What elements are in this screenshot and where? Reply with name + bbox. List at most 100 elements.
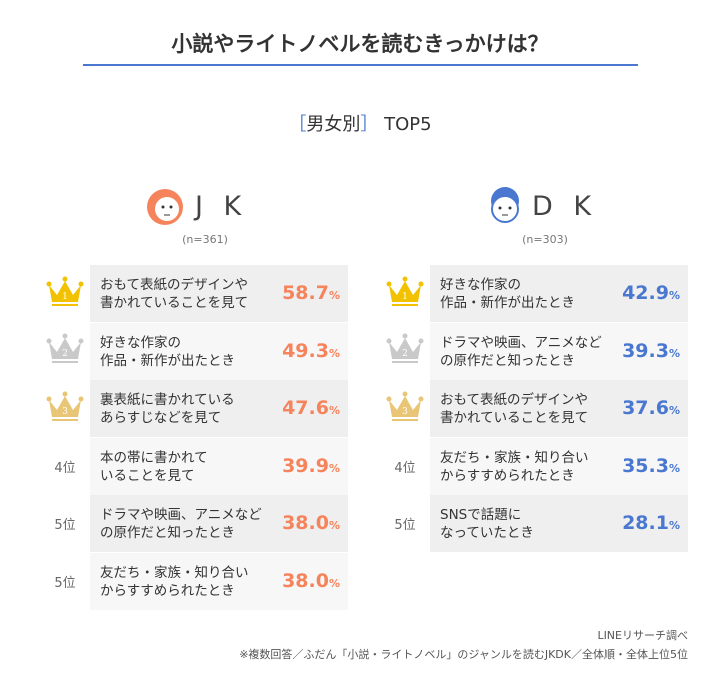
percent-unit: %: [668, 404, 680, 417]
ranking-cell: 裏表紙に書かれている あらすじなどを見て 47.6%: [90, 380, 348, 437]
percent-unit: %: [328, 519, 340, 532]
bracket-close: ］: [360, 114, 379, 135]
rank-label: 5位: [54, 575, 76, 591]
percentage: 35.3%: [622, 455, 680, 477]
ranking-cell: ドラマや映画、アニメなど の原作だと知ったとき 38.0%: [90, 495, 348, 552]
source-note: LINEリサーチ調べ: [597, 629, 688, 642]
gold-crown-icon: 1: [46, 275, 84, 313]
group-header: D K (n=303): [380, 185, 720, 246]
rank: 4位: [380, 438, 430, 495]
svg-text:3: 3: [402, 407, 408, 417]
bronze-crown-icon: 3: [386, 390, 424, 428]
percent-unit: %: [668, 346, 680, 360]
silver-crown-icon: 2: [386, 332, 424, 370]
group-name: J K: [195, 191, 248, 222]
rank: 2: [380, 323, 430, 380]
reason-label: SNSで話題に なっていたとき: [440, 507, 534, 541]
percentage-value: 38.0: [282, 569, 329, 592]
sample-size: (n=303): [522, 233, 568, 246]
reason-label: 好きな作家の 作品・新作が出たとき: [100, 334, 235, 369]
subtitle-label: 男女別: [306, 114, 361, 135]
ranking-row: 4位 本の帯に書かれて いることを見て 39.9%: [40, 437, 390, 495]
reason-label: ドラマや映画、アニメなど の原作だと知ったとき: [100, 507, 262, 541]
ranking-row: 5位 SNSで話題に なっていたとき 28.1%: [380, 495, 720, 552]
rank: 3: [380, 380, 430, 437]
reason-label: 友だち・家族・知り合い からすすめられたとき: [440, 449, 589, 484]
percentage: 42.9%: [622, 282, 680, 304]
percentage: 38.0%: [282, 570, 340, 592]
percentage-value: 47.6: [282, 397, 329, 419]
percent-unit: %: [328, 576, 340, 590]
group-name: D K: [532, 191, 598, 222]
ranking-cell: 友だち・家族・知り合い からすすめられたとき 38.0%: [90, 552, 348, 610]
sample-size: (n=361): [182, 233, 228, 246]
ranking-cell: 本の帯に書かれて いることを見て 39.9%: [90, 437, 348, 495]
percentage-value: 39.9: [282, 454, 329, 477]
rank-label: 5位: [54, 518, 76, 533]
reason-label: おもて表紙のデザインや 書かれていることを見て: [100, 277, 249, 311]
percentage: 38.0%: [282, 512, 340, 534]
percentage-value: 37.6: [622, 397, 669, 419]
percentage: 39.9%: [282, 455, 340, 477]
rank: 5位: [40, 553, 90, 610]
ranking-row: 5位 友だち・家族・知り合い からすすめられたとき 38.0%: [40, 552, 390, 610]
girl-face-icon: [145, 187, 183, 225]
svg-text:2: 2: [402, 349, 408, 359]
percent-unit: %: [668, 519, 680, 532]
rank: 4位: [40, 438, 90, 495]
percent-unit: %: [328, 404, 340, 417]
percent-unit: %: [668, 289, 680, 302]
footnote: ※複数回答／ふだん「小説・ライトノベル」のジャンルを読むJKDK／全体順・全体上…: [239, 648, 688, 661]
ranking-cell: SNSで話題に なっていたとき 28.1%: [430, 495, 688, 552]
rank-label: 4位: [394, 460, 416, 476]
ranking-row: 2 好きな作家の 作品・新作が出たとき 49.3%: [40, 322, 390, 380]
rank-label: 5位: [394, 518, 416, 533]
page-title: 小説やライトノベルを読むきっかけは？: [171, 32, 549, 56]
percentage-value: 28.1: [622, 512, 669, 534]
svg-text:2: 2: [62, 349, 68, 359]
svg-text:1: 1: [402, 292, 408, 302]
title-underline: [83, 64, 638, 66]
bracket-open: ［: [288, 114, 307, 135]
ranking-row: 3 おもて表紙のデザインや 書かれていることを見て 37.6%: [380, 380, 720, 437]
rank-label: 4位: [54, 460, 76, 476]
reason-label: 好きな作家の 作品・新作が出たとき: [440, 277, 575, 311]
reason-label: 友だち・家族・知り合い からすすめられたとき: [100, 564, 249, 599]
percent-unit: %: [328, 289, 340, 302]
rank: 1: [380, 265, 430, 322]
subtitle-suffix: TOP5: [384, 114, 432, 135]
percent-unit: %: [328, 461, 340, 475]
ranking-cell: ドラマや映画、アニメなど の原作だと知ったとき 39.3%: [430, 322, 688, 380]
ranking-row: 2 ドラマや映画、アニメなど の原作だと知ったとき 39.3%: [380, 322, 720, 380]
ranking-row: 1 好きな作家の 作品・新作が出たとき 42.9%: [380, 265, 720, 322]
percentage-value: 42.9: [622, 282, 669, 304]
percentage-value: 58.7: [282, 282, 329, 304]
reason-label: 本の帯に書かれて いることを見て: [100, 449, 208, 484]
bronze-crown-icon: 3: [46, 390, 84, 428]
ranking-row: 1 おもて表紙のデザインや 書かれていることを見て 58.7%: [40, 265, 390, 322]
ranking-cell: おもて表紙のデザインや 書かれていることを見て 58.7%: [90, 265, 348, 322]
percent-unit: %: [668, 461, 680, 475]
ranking-row: 5位 ドラマや映画、アニメなど の原作だと知ったとき 38.0%: [40, 495, 390, 552]
subtitle: ［男女別］ TOP5: [0, 110, 720, 136]
percentage: 37.6%: [622, 397, 680, 419]
gold-crown-icon: 1: [386, 275, 424, 313]
ranking-row: 3 裏表紙に書かれている あらすじなどを見て 47.6%: [40, 380, 390, 437]
reason-label: ドラマや映画、アニメなど の原作だと知ったとき: [440, 334, 602, 369]
percent-unit: %: [328, 346, 340, 360]
percentage: 49.3%: [282, 340, 340, 362]
percentage-value: 38.0: [282, 512, 329, 534]
boy-face-icon: [485, 187, 521, 223]
ranking-row: 4位 友だち・家族・知り合い からすすめられたとき 35.3%: [380, 437, 720, 495]
percentage: 28.1%: [622, 512, 680, 534]
percentage-value: 39.3: [622, 339, 669, 362]
ranking-cell: おもて表紙のデザインや 書かれていることを見て 37.6%: [430, 380, 688, 437]
ranking-cell: 友だち・家族・知り合い からすすめられたとき 35.3%: [430, 437, 688, 495]
ranking-cell: 好きな作家の 作品・新作が出たとき 49.3%: [90, 322, 348, 380]
rank: 1: [40, 265, 90, 322]
rank: 5位: [40, 495, 90, 552]
group-header: J K (n=361): [40, 185, 390, 246]
svg-text:1: 1: [62, 292, 68, 302]
rank: 5位: [380, 495, 430, 552]
